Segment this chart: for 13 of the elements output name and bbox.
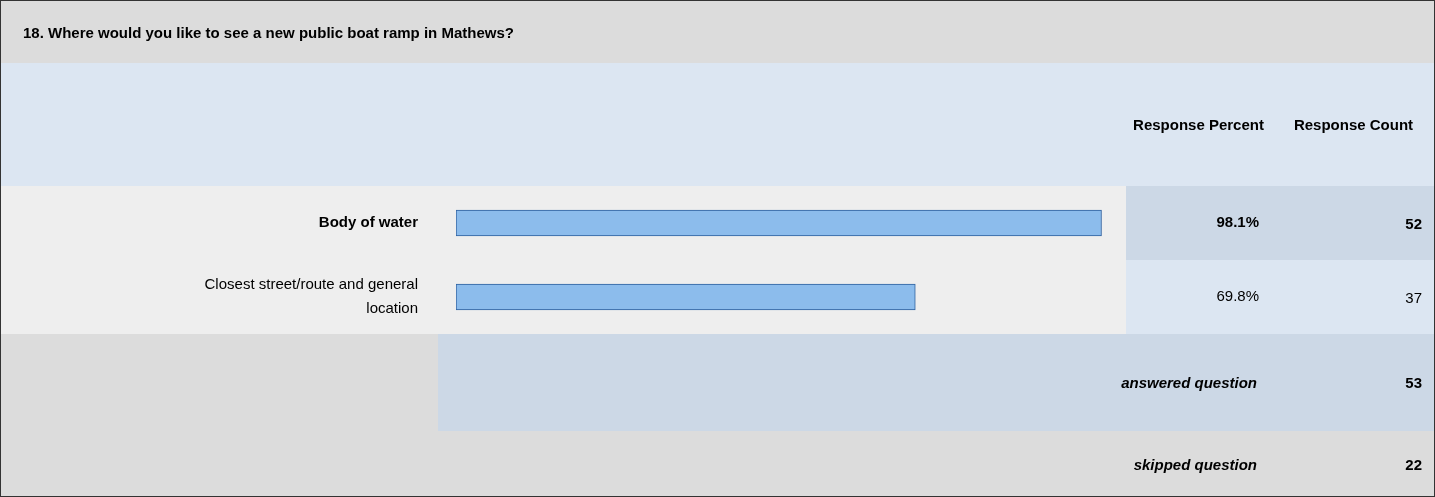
text: Response Percent [1133, 114, 1264, 135]
y-tick-label: Closest street/route and general location [204, 275, 418, 317]
text: 37 [1405, 288, 1422, 306]
text: 53 [1405, 374, 1422, 391]
text: 18. Where would you like to see a new public boat ramp in Mathews? [23, 23, 514, 41]
text: skipped question [1133, 456, 1257, 473]
data-label: 69.8% [1216, 287, 1259, 305]
text: 22 [1405, 456, 1422, 473]
text: 52 [1405, 214, 1422, 232]
y-tick-label: Body of water [318, 213, 419, 231]
data-label: 98.1% [1216, 213, 1259, 231]
text: Response Count [1293, 114, 1414, 135]
text: answered question [1121, 374, 1257, 391]
